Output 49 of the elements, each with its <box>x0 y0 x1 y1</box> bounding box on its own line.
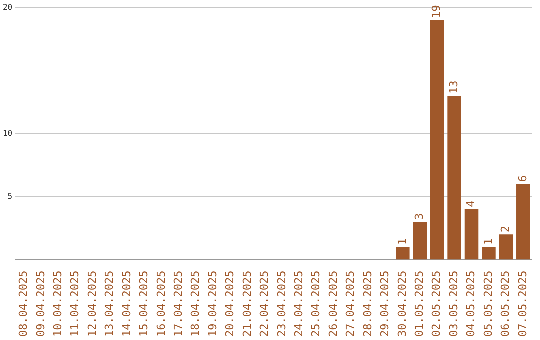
data-label: 3 <box>412 213 426 220</box>
x-tick-label: 28.04.2025 <box>361 270 374 338</box>
data-label: 4 <box>464 200 478 208</box>
x-tick-label: 07.05.2025 <box>516 270 530 338</box>
x-tick-label: 18.04.2025 <box>189 270 202 338</box>
x-tick-label: 27.04.2025 <box>344 270 358 338</box>
x-tick-label: 11.04.2025 <box>68 270 82 338</box>
x-tick-label: 06.05.2025 <box>499 270 512 338</box>
data-label: 2 <box>499 226 512 233</box>
x-tick-label: 03.05.2025 <box>447 270 460 338</box>
bar <box>430 20 444 260</box>
x-tick-label: 01.05.2025 <box>412 270 426 338</box>
y-tick-label: 5 <box>8 192 13 201</box>
y-tick-label: 20 <box>2 2 13 12</box>
x-tick-label: 12.04.2025 <box>86 270 99 338</box>
y-tick-label: 10 <box>2 128 13 138</box>
x-tick-label: 09.04.2025 <box>34 270 48 338</box>
x-tick-label: 10.04.2025 <box>52 270 65 338</box>
x-tick-label: 15.04.2025 <box>138 270 151 338</box>
data-label: 13 <box>447 80 460 94</box>
x-tick-label: 08.04.2025 <box>17 270 30 338</box>
x-tick-label: 04.05.2025 <box>464 270 478 338</box>
x-tick-label: 29.04.2025 <box>378 270 392 338</box>
x-tick-label: 19.04.2025 <box>206 270 220 338</box>
data-label: 6 <box>516 176 530 182</box>
bar <box>396 247 410 260</box>
bar <box>448 96 462 260</box>
bar <box>464 209 479 260</box>
x-tick-label: 25.04.2025 <box>310 270 323 338</box>
bar <box>516 184 530 260</box>
x-tick-label: 02.05.2025 <box>430 270 444 338</box>
x-tick-label: 23.04.2025 <box>275 270 288 338</box>
bar <box>413 222 428 260</box>
x-tick-label: 14.04.2025 <box>120 270 134 338</box>
bar <box>482 247 496 260</box>
data-label: 1 <box>482 238 495 246</box>
x-tick-label: 13.04.2025 <box>103 270 116 338</box>
data-label: 19 <box>430 5 444 18</box>
x-tick-label: 24.04.2025 <box>292 270 306 338</box>
x-tick-label: 05.05.2025 <box>482 270 495 338</box>
x-tick-label: 17.04.2025 <box>172 270 186 338</box>
x-tick-label: 20.04.2025 <box>224 270 237 338</box>
x-tick-label: 16.04.2025 <box>154 270 168 338</box>
data-label: 1 <box>396 238 409 246</box>
x-tick-label: 30.04.2025 <box>396 270 409 338</box>
x-tick-label: 21.04.2025 <box>240 270 254 338</box>
bar <box>499 234 514 260</box>
x-tick-label: 22.04.2025 <box>258 270 272 338</box>
x-tick-label: 26.04.2025 <box>326 270 340 338</box>
